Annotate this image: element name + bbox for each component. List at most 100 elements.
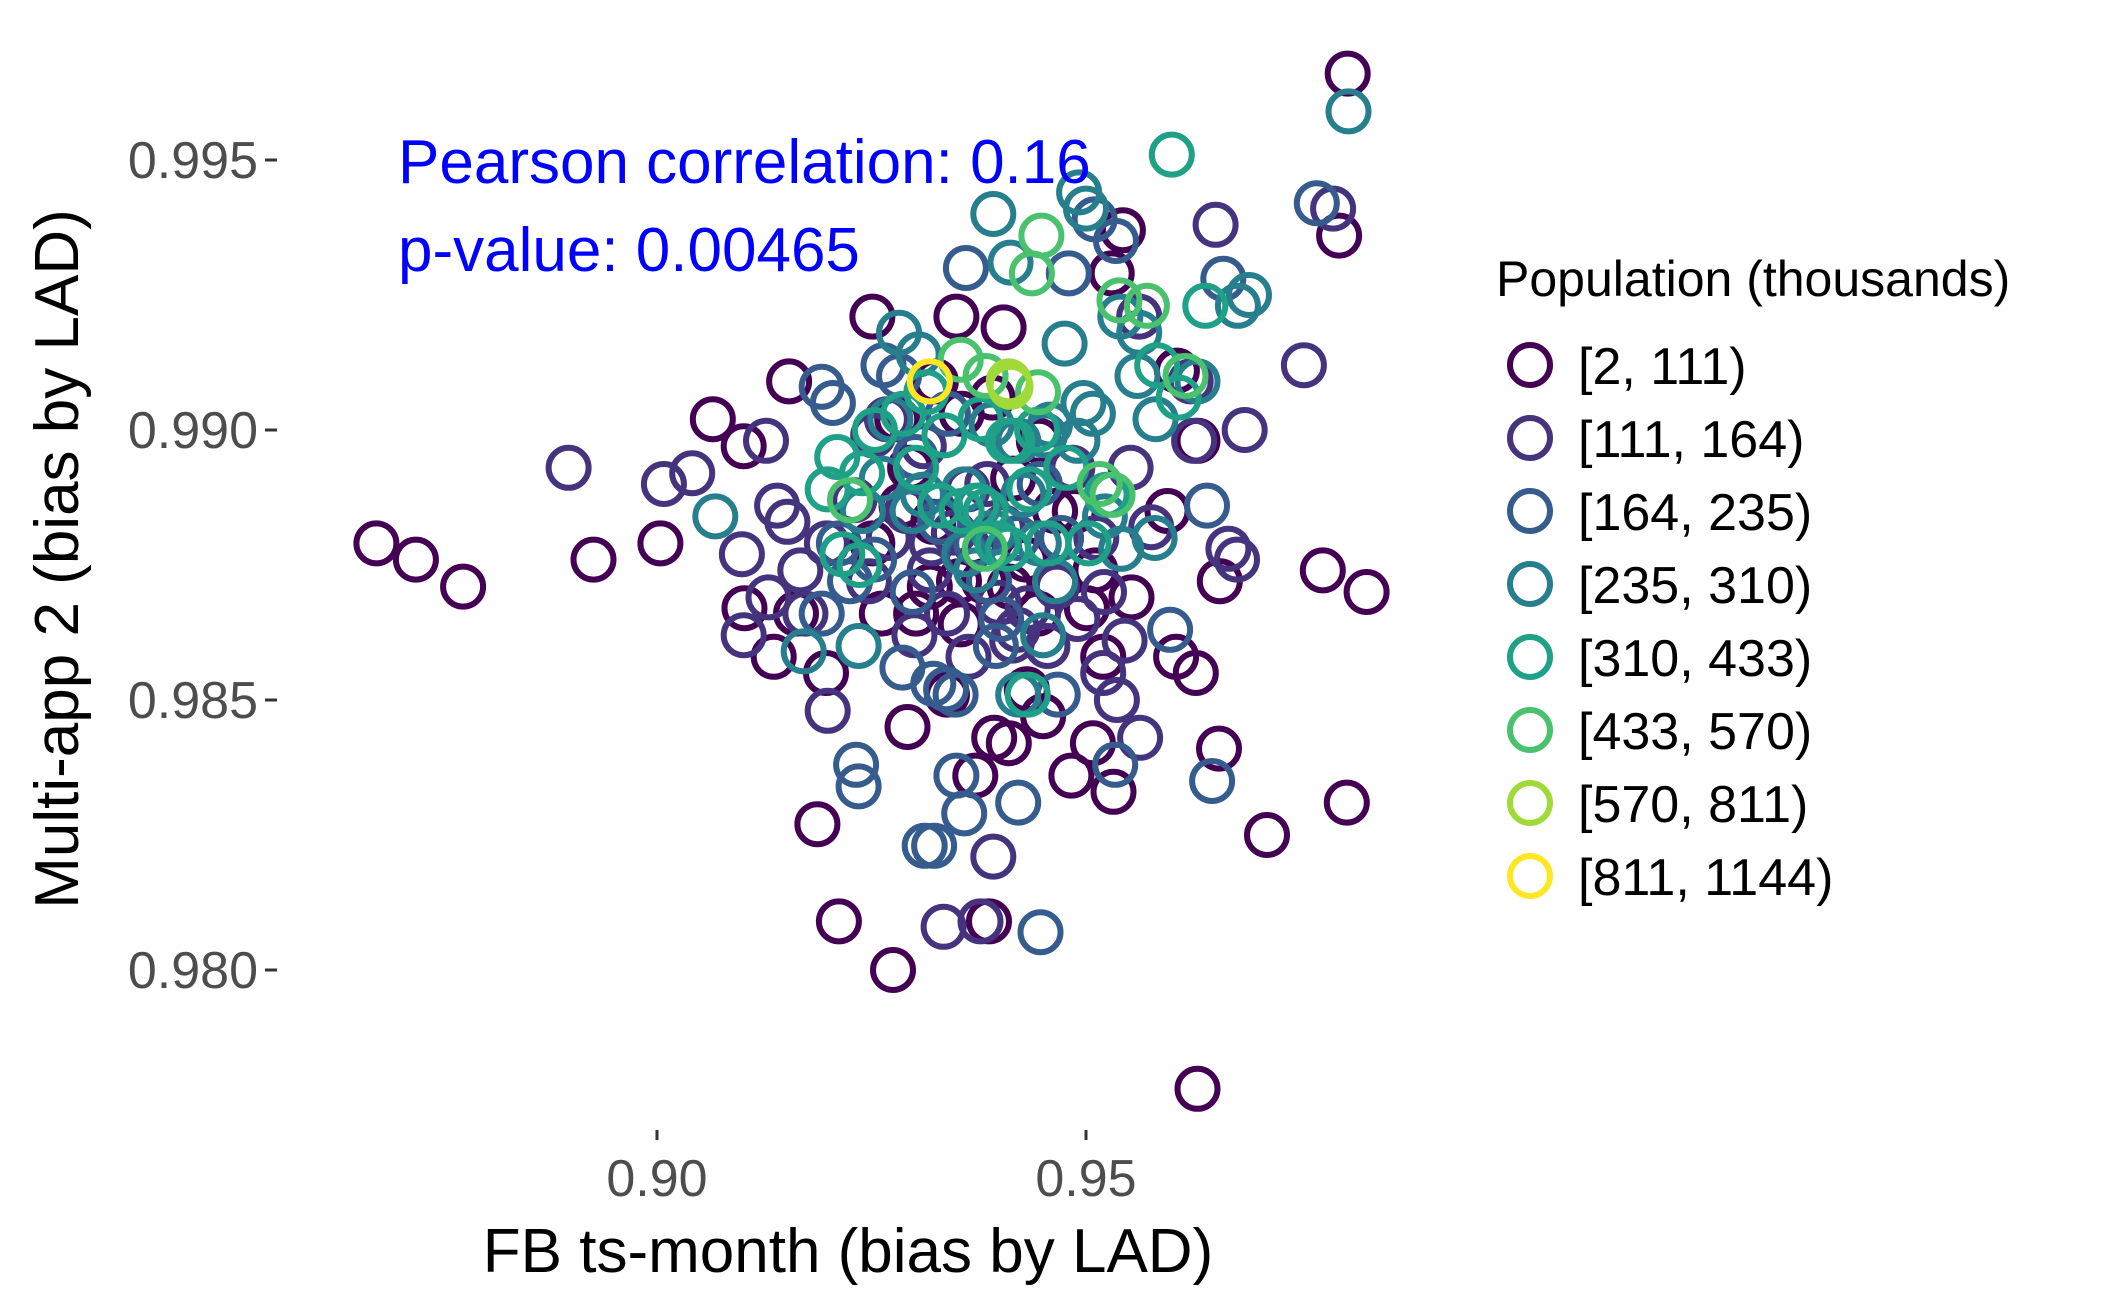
x-tick-label: 0.95 [1035,1150,1136,1208]
scatter-point [1299,547,1346,594]
x-axis: 0.90 0.95 [606,1130,1137,1208]
scatter-point [924,590,970,637]
scatter-point [906,358,953,405]
scatter-point [640,461,687,507]
y-tick-label: 0.980 [128,942,258,1000]
scatter-point [893,444,940,491]
legend: Population (thousands) [2, 111) [111, 164… [1496,251,2010,907]
y-tick-label: 0.990 [128,402,258,460]
scatter-point [750,633,797,680]
scatter-point [1090,768,1137,815]
scatter-point [720,423,767,470]
scatter-point [814,434,861,480]
scatter-point [989,417,1036,464]
scatter-point [833,741,880,788]
scatter-point [980,304,1027,351]
scatter-point [1316,212,1363,259]
scatter-point [970,833,1017,880]
scatter-point [545,444,592,491]
scatter-point [1324,50,1371,97]
scatter-point [1205,525,1252,572]
scatter-point [1280,342,1327,389]
scatter-point [798,590,845,637]
scatter-point [1174,1065,1221,1112]
legend-label: [310, 433) [1578,630,1812,688]
scatter-point [764,498,811,545]
scatter-point [970,191,1017,237]
scatter-point [1045,250,1092,297]
scatter-point [1006,466,1053,513]
scatter-point [743,417,789,464]
legend-label: [811, 1144) [1578,849,1833,907]
scatter-point [889,569,936,615]
scatter-point [893,590,940,637]
scatter-point [870,947,916,993]
scatter-point [1004,671,1051,718]
scatter-point [440,563,487,610]
scatter-point [985,720,1032,767]
scatter-point [932,671,979,718]
scatter-point [889,488,936,534]
scatter-point [1020,612,1067,659]
legend-key [1507,780,1553,826]
points-layer [353,50,1390,1112]
scatter-point [957,898,1004,945]
scatter-point [745,574,792,621]
scatter-point [1155,374,1202,421]
scatter-point [1048,752,1095,799]
scatter-point [1134,342,1181,389]
scatter-point [353,520,400,567]
scatter-point [1069,720,1116,767]
scatter-point [766,358,813,405]
scatter-point [1148,131,1195,178]
scatter-point [851,407,898,453]
scatter-point [1214,282,1261,329]
scatter-point [777,547,824,594]
y-tick-label: 0.995 [128,132,258,190]
legend-label: [570, 811) [1578,776,1808,834]
legend-key [1507,707,1553,753]
legend-key [1507,415,1553,461]
scatter-point [1293,180,1340,227]
scatter-point [1343,569,1390,615]
scatter-point [933,293,980,340]
legend-items: [2, 111) [111, 164) [164, 235) [235, 310) [3… [1507,338,1833,907]
scatter-point [921,412,968,459]
scatter-point [1080,650,1127,696]
scatter-point [1131,515,1178,561]
scatter-point [1076,461,1123,507]
scatter-point [1192,201,1239,248]
scatter-point [901,822,948,869]
x-tick-label: 0.90 [606,1150,707,1208]
scatter-point [1171,417,1218,464]
legend-key [1507,561,1553,607]
scatter-point [1089,471,1136,518]
scatter-point [937,336,984,383]
scatter-point [1065,520,1112,567]
scatter-point [1008,250,1055,297]
scatter-point [835,623,882,669]
scatter-point [1099,207,1146,254]
scatter-point [1018,212,1065,259]
scatter-point [689,396,736,443]
scatter-point [1182,282,1229,329]
scatter-point [1069,390,1116,437]
y-tick-label: 0.985 [128,672,258,730]
scatter-point [933,752,980,799]
scatter-point [987,363,1034,410]
scatter-point [1184,482,1230,529]
scatter-point [835,763,882,810]
scatter-point [720,612,767,659]
scatter-point [1162,353,1209,399]
scatter-point [718,531,765,578]
scatter-point [392,536,439,583]
scatter-point [721,585,768,632]
scatter-point [1244,812,1290,858]
legend-title: Population (thousands) [1496,251,2010,307]
scatter-point [1071,196,1118,243]
scatter-point [1041,320,1088,367]
legend-label: [164, 235) [1578,484,1812,542]
scatter-point [972,623,1019,669]
scatter-point [920,903,967,950]
legend-label: [433, 570) [1578,703,1812,761]
